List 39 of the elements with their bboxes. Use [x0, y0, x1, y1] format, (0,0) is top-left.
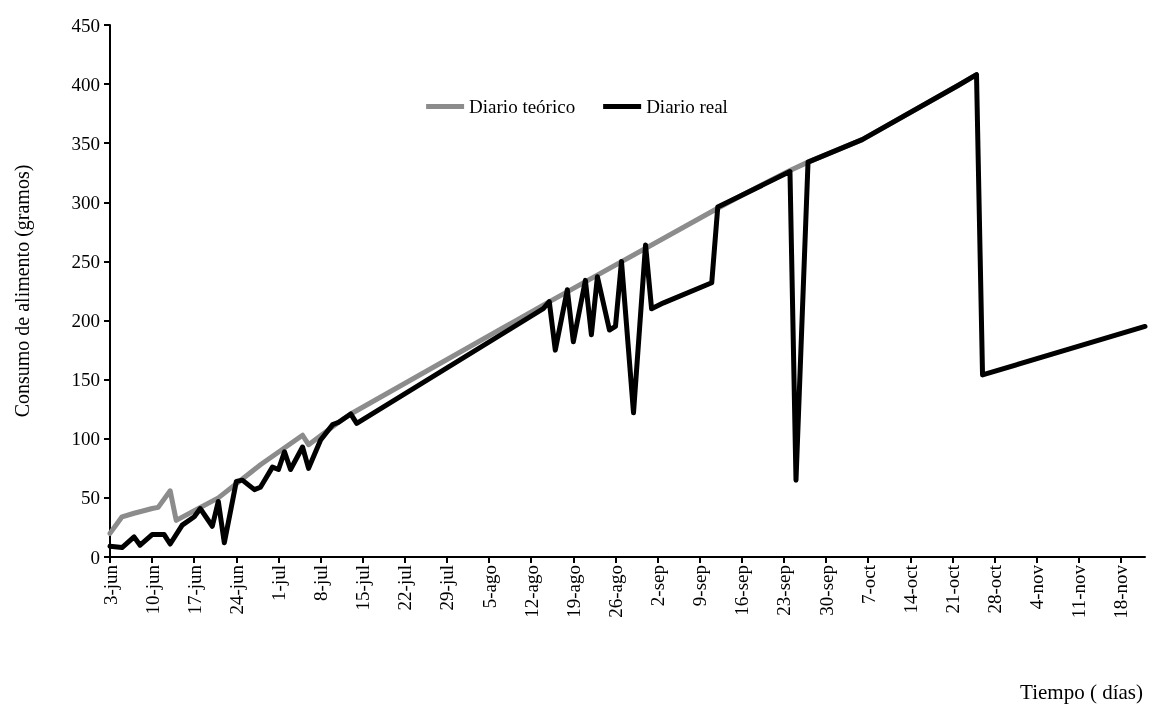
y-tick-label: 300	[71, 191, 100, 213]
x-tick-label: 28-oct	[984, 564, 1006, 614]
x-tick-label: 7-oct	[857, 564, 879, 605]
y-axis-title: Consumo de alimento (gramos)	[11, 164, 34, 418]
x-tick-label: 30-sep	[815, 565, 837, 616]
y-tick-label: 250	[71, 250, 100, 272]
legend-label: Diario teórico	[469, 96, 576, 117]
x-axis-title: Tiempo ( días)	[1020, 679, 1144, 704]
x-tick-label: 21-oct	[941, 564, 963, 614]
x-tick-label: 11-nov	[1068, 564, 1090, 619]
x-tick-label: 12-ago	[520, 565, 542, 618]
x-tick-label: 4-nov	[1026, 564, 1048, 610]
x-tick-label: 17-jun	[183, 564, 205, 615]
y-tick-label: 100	[71, 428, 100, 450]
x-tick-label: 3-jun	[99, 564, 121, 606]
x-tick-label: 19-ago	[562, 565, 584, 618]
x-tick-label: 15-jul	[352, 565, 374, 611]
y-tick-label: 50	[81, 487, 100, 509]
x-tick-label: 26-ago	[604, 565, 626, 618]
x-tick-label: 10-jun	[141, 564, 163, 615]
legend-label: Diario real	[646, 96, 728, 117]
x-tick-label: 29-jul	[436, 565, 458, 611]
y-tick-label: 350	[71, 132, 100, 154]
x-tick-label: 23-sep	[773, 565, 795, 616]
y-tick-label: 0	[90, 546, 100, 568]
x-tick-label: 9-sep	[689, 565, 711, 607]
x-tick-label: 8-jul	[310, 565, 332, 601]
y-tick-label: 400	[71, 73, 100, 95]
y-tick-label: 150	[71, 369, 100, 391]
x-tick-label: 5-ago	[478, 565, 500, 609]
x-tick-label: 18-nov	[1110, 564, 1132, 619]
x-tick-label: 14-oct	[899, 564, 921, 614]
x-tick-label: 2-sep	[647, 565, 669, 607]
x-tick-label: 16-sep	[731, 565, 753, 616]
y-tick-label: 450	[71, 14, 100, 36]
x-tick-label: 24-jun	[225, 564, 247, 615]
y-tick-label: 200	[71, 310, 100, 332]
x-tick-label: 22-jul	[394, 565, 416, 611]
x-tick-label: 1-jul	[267, 565, 289, 601]
